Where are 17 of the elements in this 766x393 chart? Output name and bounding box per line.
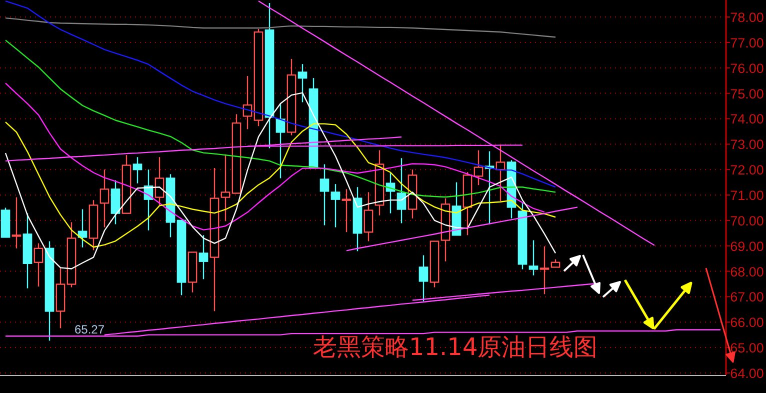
y-tick-label: 65.00 <box>730 340 764 356</box>
y-tick-label: 77.00 <box>730 35 764 50</box>
y-tick-label: 76.00 <box>730 60 764 76</box>
y-tick-label: 68.00 <box>730 264 764 280</box>
y-tick-label: 69.00 <box>730 238 764 254</box>
y-tick-label: 72.00 <box>730 162 764 178</box>
y-tick-label: 64.00 <box>730 366 764 381</box>
y-tick-label: 73.00 <box>730 137 764 152</box>
annotation: 65.27 <box>74 322 105 337</box>
y-tick-label: 74.00 <box>730 112 764 127</box>
y-tick-label: 71.00 <box>730 188 764 203</box>
y-tick-label: 78.00 <box>730 10 764 26</box>
annotation: 老黑策略11.14原油日线图 <box>313 333 598 361</box>
y-tick-label: 67.00 <box>730 290 764 305</box>
y-tick-label: 70.00 <box>730 213 764 228</box>
y-tick-label: 75.00 <box>730 86 764 102</box>
y-tick-label: 66.00 <box>730 315 764 330</box>
